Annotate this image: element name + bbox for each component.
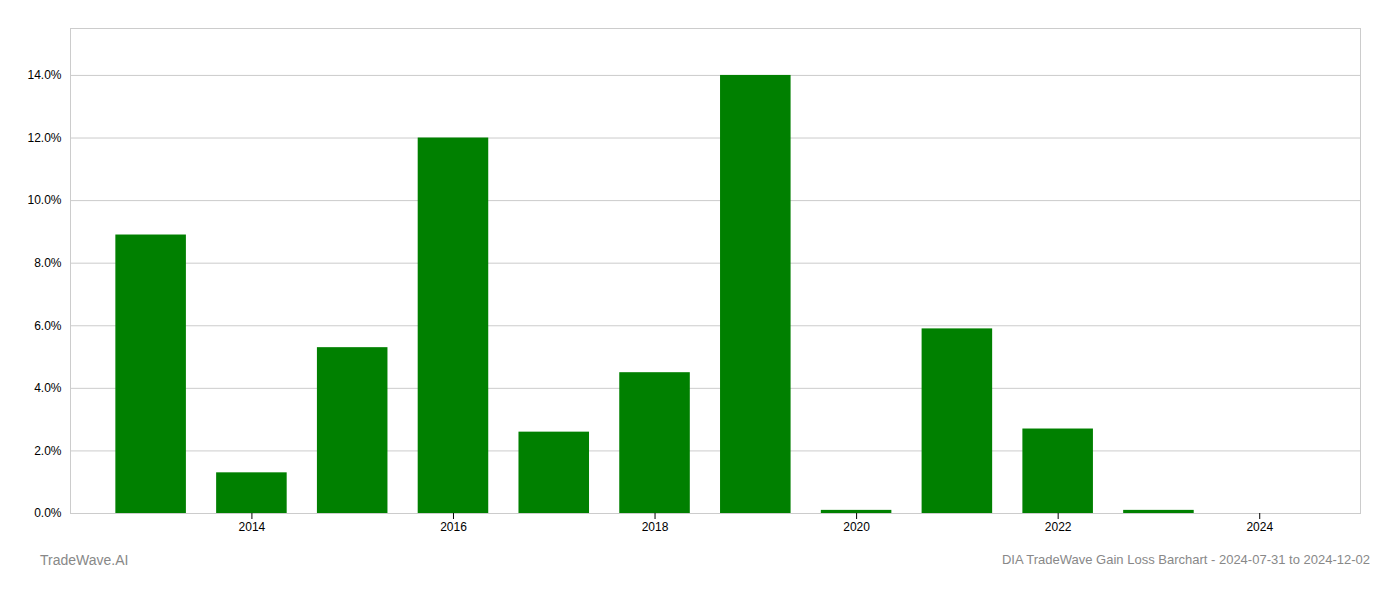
svg-text:0.0%: 0.0% [34, 506, 62, 520]
svg-text:8.0%: 8.0% [34, 256, 62, 270]
svg-text:14.0%: 14.0% [27, 68, 61, 82]
svg-text:4.0%: 4.0% [34, 381, 62, 395]
svg-text:2014: 2014 [239, 520, 266, 534]
svg-text:2022: 2022 [1045, 520, 1072, 534]
svg-text:2018: 2018 [642, 520, 669, 534]
html-text:TradeWave.AI: TradeWave.AI [40, 552, 129, 568]
svg-text:2024: 2024 [1246, 520, 1273, 534]
html-text:DIA TradeWave Gain Loss Barcha: DIA TradeWave Gain Loss Barchart - 2024-… [1001, 552, 1370, 567]
svg-text:2020: 2020 [843, 520, 870, 534]
svg-text:2016: 2016 [440, 520, 467, 534]
svg-text:6.0%: 6.0% [34, 319, 62, 333]
svg-text:10.0%: 10.0% [27, 193, 61, 207]
svg-text:2.0%: 2.0% [34, 444, 62, 458]
svg-text:12.0%: 12.0% [27, 131, 61, 145]
